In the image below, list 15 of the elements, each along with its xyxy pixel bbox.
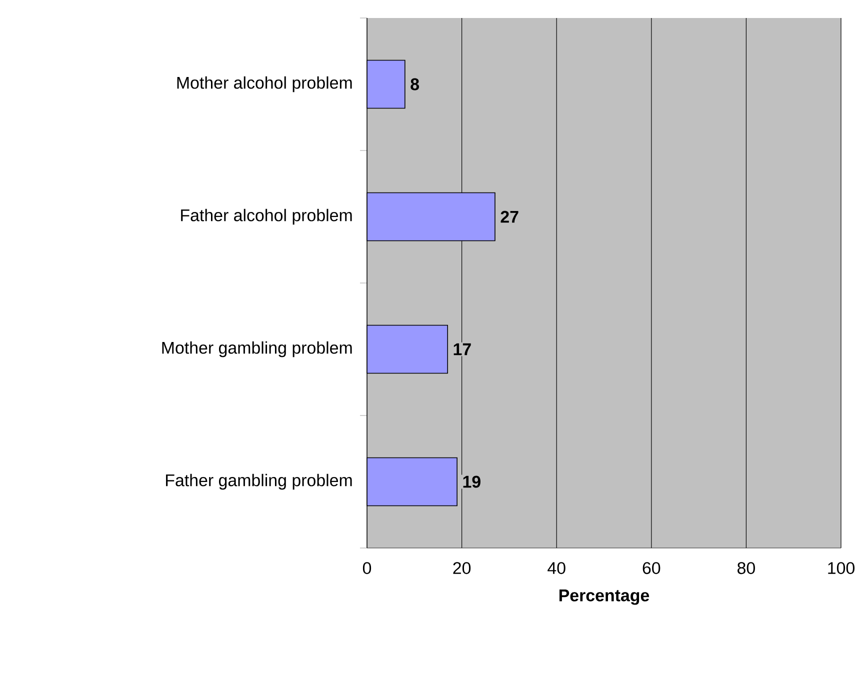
y-tick-label: Father alcohol problem [181,208,352,225]
x-axis-title: Percentage [559,590,650,605]
data-label: 27 [500,210,518,223]
x-tick-label: 20 [453,562,471,574]
y-tick-label: Mother gambling problem [162,341,352,358]
x-tick-label: 40 [548,562,566,574]
x-tick-label: 80 [738,562,755,574]
x-tick-label: 100 [828,562,854,574]
x-tick-label: 60 [642,562,660,574]
x-tick-label: 0 [362,562,372,574]
data-label: 19 [463,476,480,488]
y-tick-label: Mother alcohol problem [177,76,352,92]
y-tick-label: Father gambling problem [166,474,352,490]
data-label: 8 [410,78,420,90]
data-label: 17 [454,343,471,356]
